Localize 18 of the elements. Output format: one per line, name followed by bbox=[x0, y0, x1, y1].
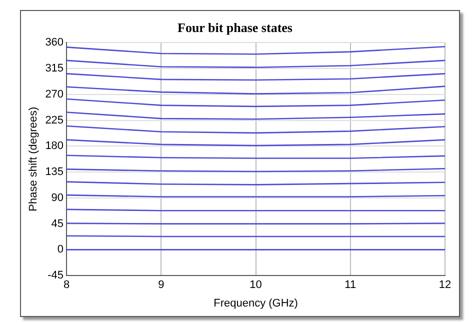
y-tick-label: 315 bbox=[45, 62, 64, 75]
y-tick-label: 45 bbox=[51, 218, 64, 230]
y-tick-label: 225 bbox=[45, 114, 64, 126]
x-tick-label: 12 bbox=[438, 279, 452, 292]
x-axis-title: Frequency (GHz) bbox=[214, 297, 298, 310]
y-axis-title: Phase shift (degrees) bbox=[28, 106, 40, 212]
y-tick-label: 270 bbox=[45, 88, 64, 100]
chart-title: Four bit phase states bbox=[178, 20, 292, 36]
y-tick-label: 180 bbox=[45, 140, 64, 152]
y-tick-label: 90 bbox=[51, 192, 64, 204]
y-tick-label: 360 bbox=[45, 36, 64, 49]
y-tick-label: 135 bbox=[45, 166, 64, 178]
x-tick-label: 9 bbox=[158, 279, 164, 292]
y-tick-label: -45 bbox=[48, 270, 64, 282]
x-tick-label: 8 bbox=[63, 279, 70, 292]
x-tick-label: 10 bbox=[250, 279, 262, 292]
y-tick-label: 0 bbox=[57, 244, 64, 256]
x-tick-label: 11 bbox=[344, 279, 356, 292]
